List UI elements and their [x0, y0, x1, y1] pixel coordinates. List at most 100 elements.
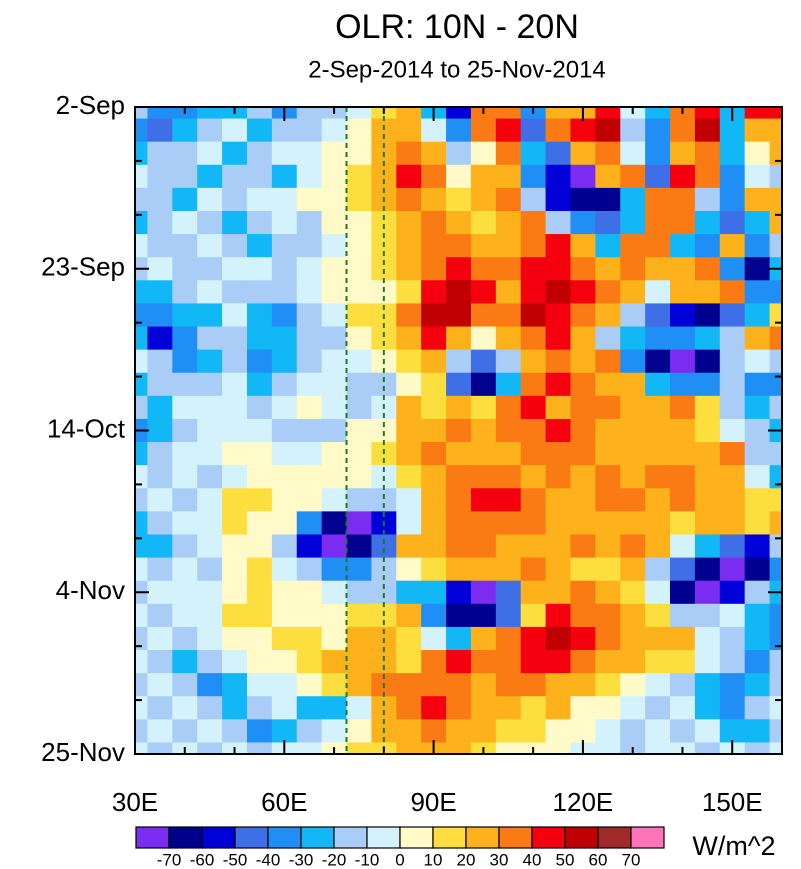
heatmap-cell	[396, 534, 422, 559]
heatmap-cell	[421, 418, 447, 443]
heatmap-cell	[694, 164, 721, 189]
heatmap-cell	[147, 673, 173, 697]
heatmap-cell	[520, 603, 547, 628]
heatmap-cell	[570, 696, 596, 720]
heatmap-cell	[222, 349, 248, 374]
heatmap-cell	[744, 626, 771, 651]
colorbar-swatch	[564, 826, 599, 849]
heatmap-cell	[620, 511, 646, 536]
heatmap-cell	[620, 326, 646, 351]
heatmap-cell	[769, 696, 783, 720]
heatmap-cell	[570, 418, 596, 443]
heatmap-cell	[246, 372, 273, 397]
heatmap-cell	[719, 580, 746, 605]
heatmap-cell	[719, 326, 746, 351]
heatmap-cell	[570, 349, 596, 374]
heatmap-cell	[222, 418, 248, 443]
heatmap-cell	[446, 395, 472, 420]
colorbar-label: 30	[490, 850, 509, 869]
heatmap-cell	[421, 164, 447, 189]
heatmap-cell	[197, 603, 223, 628]
heatmap-cell	[321, 303, 348, 328]
heatmap-cell	[246, 580, 273, 605]
heatmap-cell	[769, 557, 783, 582]
heatmap-cell	[271, 303, 298, 328]
heatmap-cell	[271, 372, 298, 397]
heatmap-cell	[495, 442, 522, 466]
heatmap-cell	[271, 465, 298, 489]
heatmap-cell	[222, 626, 248, 651]
heatmap-cell	[172, 557, 198, 582]
heatmap-cell	[147, 349, 173, 374]
heatmap-cell	[446, 442, 472, 466]
heatmap-cell	[147, 626, 173, 651]
heatmap-cell	[620, 603, 646, 628]
heatmap-cell	[645, 418, 671, 443]
heatmap-cell	[346, 234, 372, 258]
heatmap-cell	[595, 418, 621, 443]
heatmap-cell	[620, 557, 646, 582]
heatmap-cell	[769, 210, 783, 235]
heatmap-cell	[520, 303, 547, 328]
heatmap-cell	[744, 141, 771, 166]
heatmap-cell	[371, 696, 397, 720]
colorbar-swatch	[498, 826, 533, 849]
heatmap-cell	[346, 673, 372, 697]
heatmap-cell	[147, 557, 173, 582]
heatmap-cell	[520, 534, 547, 559]
heatmap-cell	[520, 234, 547, 258]
heatmap-cell	[545, 442, 572, 466]
heatmap-cell	[246, 650, 273, 674]
heatmap-cell	[446, 372, 472, 397]
heatmap-cell	[595, 580, 621, 605]
heatmap-cell	[694, 349, 721, 374]
heatmap-cell	[222, 234, 248, 258]
heatmap-cell	[744, 303, 771, 328]
heatmap-cell	[645, 673, 671, 697]
heatmap-cell	[744, 372, 771, 397]
heatmap-cell	[172, 418, 198, 443]
heatmap-cell	[470, 418, 497, 443]
heatmap-cell	[670, 395, 696, 420]
heatmap-cells	[135, 107, 783, 755]
heatmap-cell	[645, 303, 671, 328]
heatmap-cell	[147, 580, 173, 605]
heatmap-cell	[222, 141, 248, 166]
heatmap-cell	[495, 603, 522, 628]
heatmap-cell	[371, 210, 397, 235]
heatmap-cell	[744, 442, 771, 466]
heatmap-cell	[744, 107, 771, 120]
heatmap-cell	[396, 280, 422, 305]
y-tick-label: 4-Nov	[56, 575, 125, 605]
heatmap-cell	[495, 511, 522, 536]
heatmap-cell	[545, 418, 572, 443]
heatmap-cell	[620, 442, 646, 466]
heatmap-cell	[670, 257, 696, 281]
colorbar-units: W/m^2	[692, 831, 775, 861]
heatmap-cell	[495, 118, 522, 143]
heatmap-cell	[147, 257, 173, 281]
heatmap-cell	[172, 442, 198, 466]
colorbar-label: 70	[622, 850, 641, 869]
heatmap-cell	[446, 719, 472, 744]
heatmap-cell	[321, 210, 348, 235]
heatmap-cell	[321, 372, 348, 397]
heatmap-cell	[470, 673, 497, 697]
heatmap-cell	[670, 603, 696, 628]
heatmap-cell	[135, 696, 149, 720]
heatmap-cell	[495, 580, 522, 605]
heatmap-cell	[446, 280, 472, 305]
heatmap-cell	[172, 696, 198, 720]
heatmap-cell	[446, 742, 472, 755]
heatmap-cell	[446, 465, 472, 489]
heatmap-cell	[135, 650, 149, 674]
heatmap-cell	[271, 187, 298, 212]
heatmap-cell	[222, 280, 248, 305]
heatmap-cell	[321, 465, 348, 489]
heatmap-cell	[147, 465, 173, 489]
heatmap-cell	[346, 557, 372, 582]
heatmap-cell	[570, 234, 596, 258]
heatmap-cell	[296, 107, 323, 120]
heatmap-cell	[346, 534, 372, 559]
heatmap-cell	[545, 326, 572, 351]
